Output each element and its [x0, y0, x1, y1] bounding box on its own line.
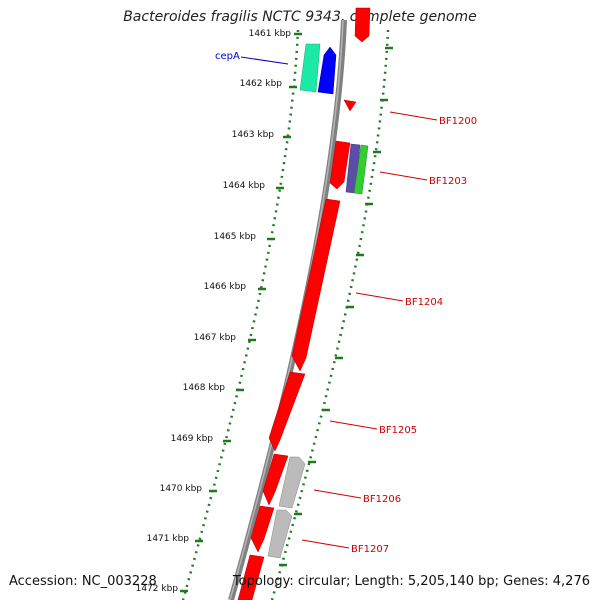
gene-label-bf1205[interactable]: BF1205	[379, 425, 417, 436]
gene-labels: cepA BF1200 BF1203 BF1204 BF1205 BF1206 …	[215, 51, 477, 555]
leader-bf1203	[379, 171, 428, 181]
ruler-label-1468: 1468 kbp	[183, 383, 226, 393]
ruler-label-1469: 1469 kbp	[171, 434, 214, 444]
gene-label-bf1207[interactable]: BF1207	[351, 544, 389, 555]
inner-strand-genes	[237, 7, 371, 600]
gene-bf1207-red	[250, 505, 275, 553]
ruler-labels: 1461 kbp 1462 kbp 1463 kbp 1464 kbp 1465…	[136, 29, 292, 594]
leader-bf1204	[355, 292, 404, 302]
gene-label-leaders	[240, 56, 438, 549]
gene-label-bf1203[interactable]: BF1203	[429, 176, 467, 187]
gene-top-red	[354, 7, 371, 43]
gene-bf1203-red	[329, 140, 351, 190]
inner-ruler-dotted	[270, 29, 390, 600]
gene-small-red	[343, 99, 357, 112]
outer-ruler-ticks	[180, 32, 302, 593]
accession-text: Accession: NC_003228	[9, 574, 157, 589]
ruler-label-1461: 1461 kbp	[249, 29, 292, 39]
gene-cepA-teal	[299, 43, 321, 93]
gene-label-bf1200[interactable]: BF1200	[439, 116, 477, 127]
gene-bf1206-grey	[278, 456, 306, 509]
ruler-label-1466: 1466 kbp	[204, 282, 247, 292]
gene-bf1205-red	[268, 371, 306, 452]
gene-label-bf1206[interactable]: BF1206	[363, 494, 401, 505]
ruler-label-1463: 1463 kbp	[232, 130, 275, 140]
gene-cepA-blue	[317, 46, 337, 95]
ruler-label-1472: 1472 kbp	[136, 584, 179, 594]
ruler-label-1470: 1470 kbp	[160, 484, 203, 494]
map-title: Bacteroides fragilis NCTC 9343, complete…	[123, 9, 477, 25]
ruler-label-1471: 1471 kbp	[147, 534, 190, 544]
gene-bottom-red	[237, 554, 265, 600]
gene-bf1203-green	[353, 144, 369, 195]
ruler-label-1464: 1464 kbp	[223, 181, 266, 191]
gene-bf1206-red	[262, 453, 289, 506]
outer-strand-genes	[299, 43, 337, 95]
leader-bf1200	[389, 111, 438, 121]
leader-bf1206	[313, 489, 362, 499]
ruler-label-1462: 1462 kbp	[240, 79, 283, 89]
leader-bf1205	[329, 420, 378, 430]
gene-label-bf1204[interactable]: BF1204	[405, 297, 443, 308]
ruler-label-1465: 1465 kbp	[214, 232, 257, 242]
leader-cepA	[240, 56, 289, 65]
ruler-label-1467: 1467 kbp	[194, 333, 237, 343]
gene-bf1204-red	[291, 198, 341, 372]
inner-ruler-ticks	[279, 46, 393, 567]
gene-label-cepA[interactable]: cepA	[215, 51, 240, 62]
topology-text: Topology: circular; Length: 5,205,140 bp…	[232, 574, 590, 589]
leader-bf1207	[301, 539, 350, 549]
gene-bf1207-grey	[267, 509, 293, 559]
